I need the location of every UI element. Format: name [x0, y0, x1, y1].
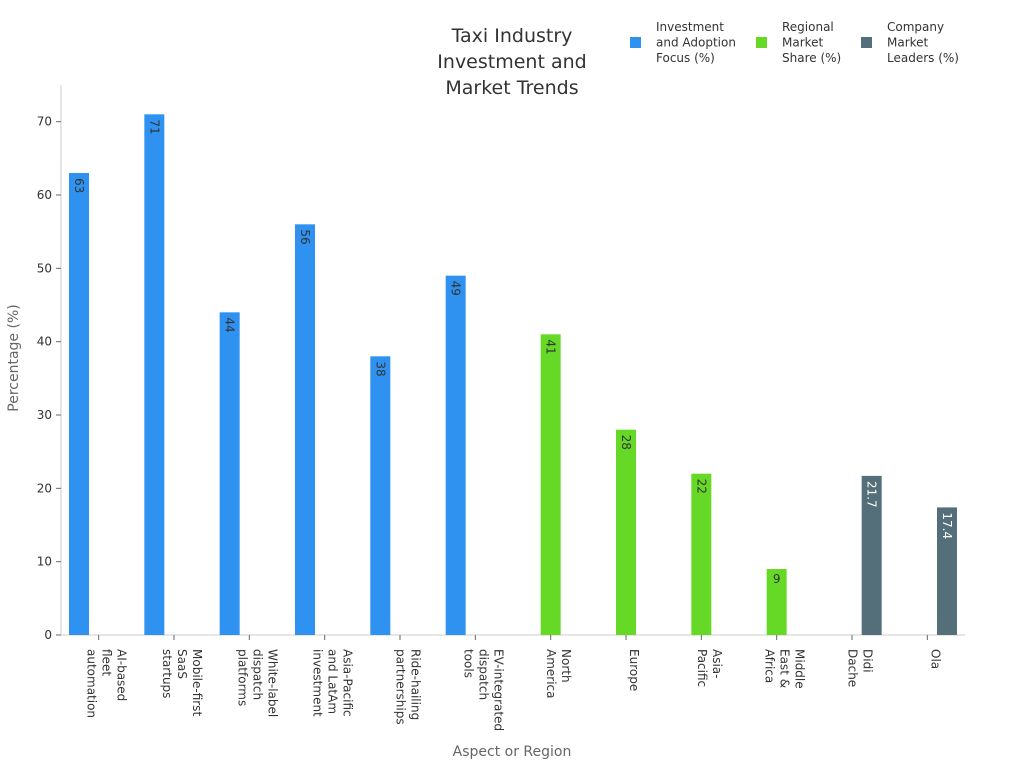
x-category-label: dispatch: [250, 649, 264, 700]
x-category-label: Ola: [928, 649, 942, 669]
x-category-label: Ride-hailing: [409, 649, 423, 720]
bar-value-label: 21.7: [865, 481, 879, 508]
x-category-label: North: [559, 649, 573, 683]
bar: [295, 224, 315, 636]
axes: 0 10 20 30 40 50 60 70: [37, 85, 965, 642]
bar-value-label: 9: [773, 572, 781, 586]
x-category-label: Dache: [846, 649, 860, 687]
x-category-label: Asia-Pacific: [341, 649, 355, 717]
x-category-label: America: [544, 649, 558, 699]
x-category-label: automation: [85, 649, 99, 718]
y-tick-label: 30: [37, 408, 52, 422]
x-category-label: fleet: [100, 649, 114, 676]
bars: 63 71 44 56 38 49 41 28 22 9 21.7 17.4: [69, 114, 957, 636]
bar-value-label: 22: [694, 479, 708, 494]
x-category-label: Middle: [793, 649, 807, 689]
y-tick-label: 70: [37, 115, 52, 129]
chart-title-text: Taxi Industry Investment and Market Trends: [437, 25, 586, 99]
legend-swatch: [861, 37, 872, 48]
chart-title: Taxi Industry Investment and Market Trends: [437, 25, 586, 99]
bar: [691, 473, 712, 635]
bar-value-label: 38: [373, 361, 387, 376]
x-category-label: SaaS: [175, 649, 189, 679]
x-category-label: AI-based: [115, 649, 129, 701]
x-category-label: Africa: [763, 649, 777, 683]
legend-label: Investment and Adoption Focus (%): [656, 20, 736, 65]
bar-value-label: 63: [72, 178, 86, 193]
legend-item: Regional Market Share (%): [756, 20, 841, 65]
legend-label: Company Market Leaders (%): [887, 20, 959, 65]
legend-swatch: [756, 37, 767, 48]
x-category-label: and LatAm: [326, 649, 340, 714]
bar: [445, 275, 466, 635]
x-category-label: East &: [778, 649, 792, 688]
x-category-label: Mobile-first: [190, 649, 204, 716]
legend-label: Regional Market Share (%): [782, 20, 841, 65]
y-tick-label: 20: [37, 481, 52, 495]
y-tick-label: 40: [37, 335, 52, 349]
y-tick-label: 10: [37, 555, 52, 569]
x-category-label: Europe: [627, 649, 641, 691]
bar: [616, 429, 636, 635]
bar-value-label: 28: [619, 435, 633, 450]
bar: [766, 569, 787, 635]
bar: [540, 334, 561, 635]
x-axis-title: Aspect or Region: [453, 744, 572, 760]
bar: [219, 312, 240, 635]
legend-swatch: [630, 37, 641, 48]
x-category-label: dispatch: [476, 649, 490, 700]
bar-value-label: 71: [147, 119, 161, 134]
x-category-label: investment: [311, 649, 325, 717]
x-category-label: platforms: [235, 649, 249, 706]
y-tick-label: 60: [37, 188, 52, 202]
bar: [69, 173, 89, 635]
legend: Investment and Adoption Focus (%) Regional M…: [630, 20, 959, 65]
bar-value-label: 49: [449, 281, 463, 296]
x-category-label: startups: [160, 649, 174, 698]
x-category-label: tools: [461, 649, 475, 678]
x-category-label: White-label: [265, 649, 279, 717]
y-axis-title: Percentage (%): [6, 304, 22, 411]
x-category-label: Didi: [861, 649, 875, 673]
bar-value-label: 41: [544, 339, 558, 354]
bar-value-label: 17.4: [940, 512, 954, 539]
legend-item: Investment and Adoption Focus (%): [630, 20, 736, 65]
x-category-label: Pacific: [695, 649, 709, 687]
bar-value-label: 44: [223, 317, 237, 332]
bar: [937, 507, 957, 635]
x-category-label: partnerships: [394, 649, 408, 725]
y-tick-label: 50: [37, 261, 52, 275]
y-tick-label: 0: [44, 628, 52, 642]
legend-item: Company Market Leaders (%): [861, 20, 959, 65]
bar: [861, 475, 882, 635]
bar: [370, 356, 391, 635]
x-category-label: Asia-: [710, 649, 724, 678]
bar: [144, 114, 165, 636]
bar-value-label: 56: [298, 229, 312, 244]
x-category-label: EV-integrated: [491, 649, 505, 731]
